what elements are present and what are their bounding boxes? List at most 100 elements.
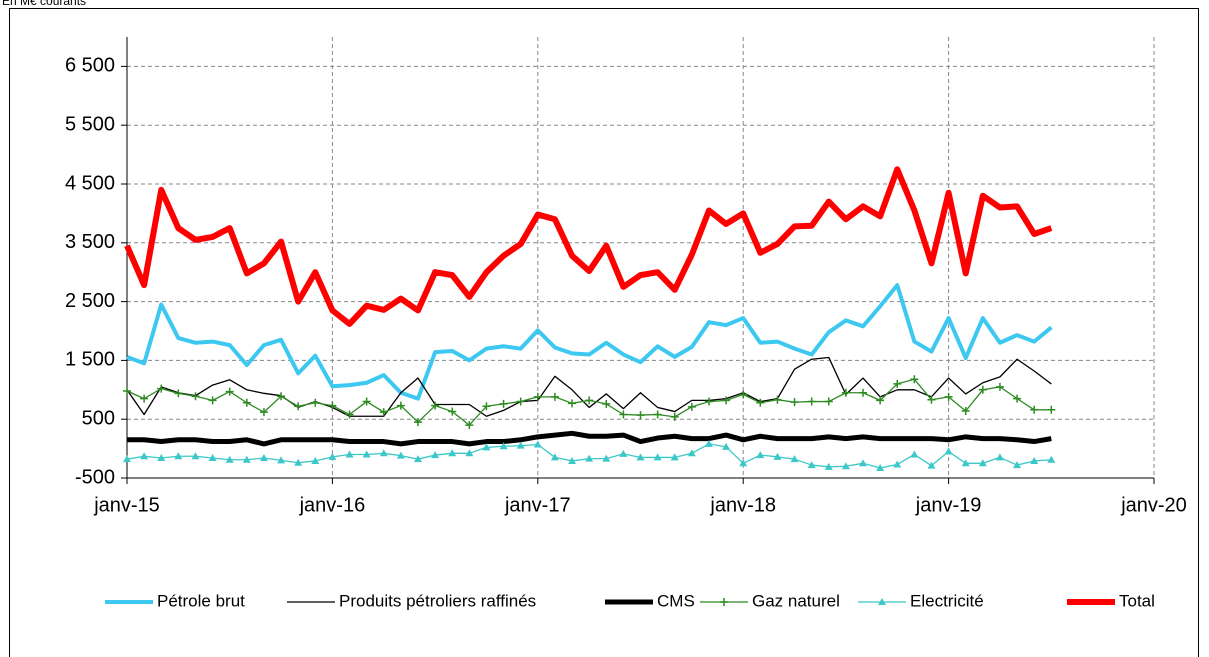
marker [1030,456,1039,464]
marker [841,462,850,470]
legend-label: CMS [657,591,695,610]
marker [396,401,405,410]
marker [878,598,886,605]
marker [927,461,936,469]
x-tick-label: janv-20 [1120,494,1187,516]
y-tick-label: 3 500 [65,231,115,253]
marker [311,398,320,407]
marker [585,454,594,462]
marker [379,408,388,417]
marker [773,395,782,404]
marker [653,453,662,461]
marker [550,392,559,401]
marker [550,453,559,461]
marker [1013,394,1022,403]
marker [1030,405,1039,414]
marker [1013,461,1022,469]
legend-label: Electricité [910,591,984,610]
marker [807,461,816,469]
marker [739,459,748,467]
marker [704,439,713,447]
marker [790,455,799,463]
marker [602,454,611,462]
marker [568,456,577,464]
marker [516,397,525,406]
marker [893,379,902,388]
marker [636,453,645,461]
marker [602,399,611,408]
marker [123,386,131,395]
marker [208,396,217,405]
marker [328,452,337,460]
marker [345,410,354,419]
x-tick-label: janv-17 [504,494,571,516]
marker [687,449,696,457]
y-tick-label: 6 500 [65,55,115,77]
marker [807,397,816,406]
marker [294,458,303,466]
marker [448,407,457,416]
marker [910,450,919,458]
x-tick-label: janv-19 [915,494,982,516]
marker [824,397,833,406]
marker [670,453,679,461]
y-tick-label: 1 500 [65,349,115,371]
legend-label: Produits pétroliers raffinés [339,591,536,610]
marker [995,453,1004,461]
marker [961,406,970,415]
chart-subtitle: En M€ courants [2,0,86,8]
marker [1047,405,1056,414]
marker [413,455,422,463]
marker [259,408,268,417]
marker [362,397,371,406]
y-tick-label: 4 500 [65,172,115,194]
legend-label: Gaz naturel [752,591,840,610]
chart-border [9,8,1199,657]
marker [944,392,953,401]
marker [277,456,286,464]
marker [944,447,953,455]
y-tick-label: -500 [75,466,115,488]
marker [465,421,474,430]
marker [431,401,440,410]
marker [482,443,491,451]
marker [379,449,388,457]
marker [225,455,234,463]
marker [995,382,1004,391]
marker [277,392,286,401]
marker [242,398,251,407]
marker [756,451,765,459]
marker [670,412,679,421]
marker [687,402,696,411]
marker [773,452,782,460]
marker [499,442,508,450]
marker [157,454,166,462]
marker [876,464,885,472]
marker [259,454,268,462]
marker [841,388,850,397]
x-tick-label: janv-16 [299,494,366,516]
marker [927,395,936,404]
marker [790,398,799,407]
series-line [127,430,1052,447]
marker [328,401,337,410]
marker [722,396,731,405]
marker [585,396,594,405]
marker [448,449,457,457]
x-tick-label: janv-18 [709,494,776,516]
marker [859,388,868,397]
marker [636,411,645,420]
marker [533,392,542,401]
marker [242,455,251,463]
marker [174,389,183,398]
marker [499,399,508,408]
marker [362,450,371,458]
series-line [126,283,1053,401]
marker [516,441,525,449]
legend-label: Total [1119,591,1155,610]
marker [893,460,902,468]
marker [208,454,217,462]
marker [174,452,183,460]
legend-label: Pétrole brut [157,591,245,610]
